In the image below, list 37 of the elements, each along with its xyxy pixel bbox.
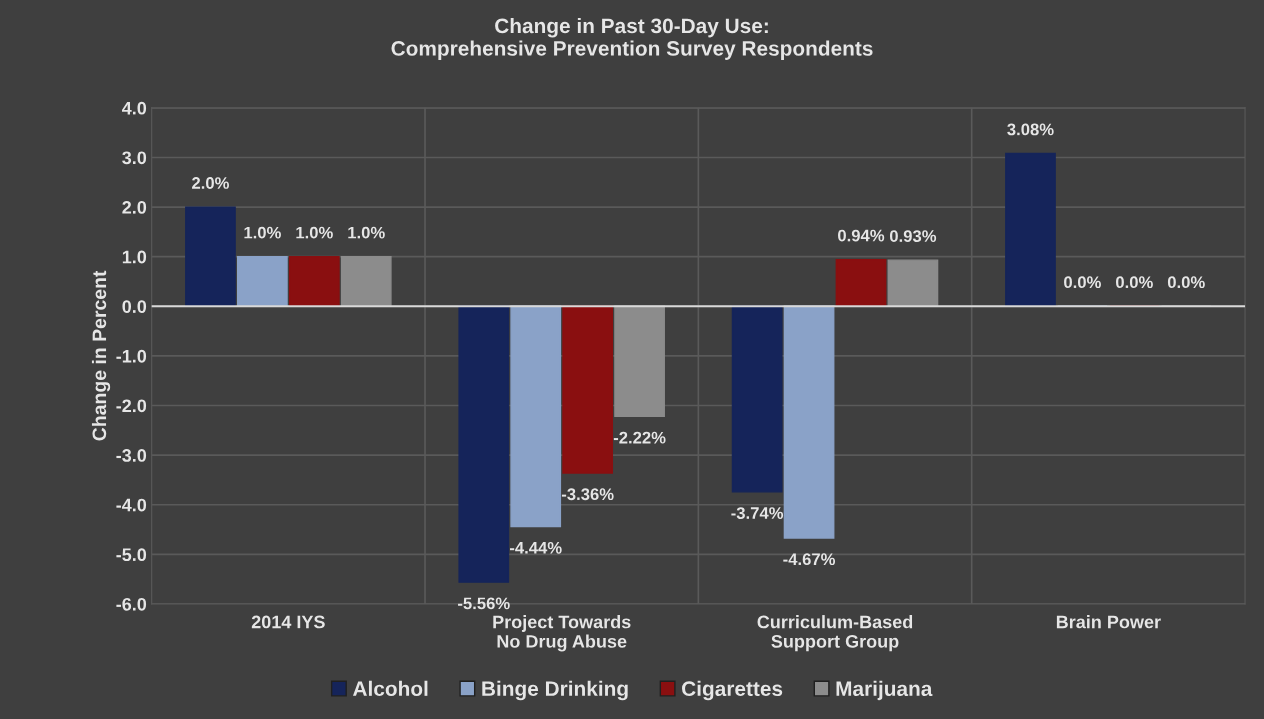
data-label: 3.08% [1007, 123, 1054, 136]
y-tick-label: -2.0 [116, 399, 147, 413]
y-tick-label: -1.0 [116, 349, 147, 363]
data-label: -5.56% [458, 597, 510, 610]
x-tick-label: Brain Power [1056, 615, 1161, 629]
data-label: 0.0% [1167, 276, 1205, 289]
y-tick-label: 0.0 [122, 300, 147, 314]
chart-title: Change in Past 30-Day Use: Comprehensive Prevention Survey Respondents [391, 17, 873, 60]
data-label: -3.74% [731, 507, 784, 519]
x-tick-label: Project Towards No Drug Abuse [493, 615, 631, 652]
x-tick-label: Curriculum-Based Support Group [757, 615, 913, 652]
y-tick-label: -3.0 [116, 449, 147, 462]
data-label: -3.36% [561, 488, 614, 501]
y-axis-title: Change in Percent [91, 270, 111, 441]
legend-label: Alcohol [352, 680, 428, 697]
y-tick-label: 4.0 [122, 101, 147, 115]
data-label: -4.67% [783, 553, 836, 566]
y-tick-label: -6.0 [116, 597, 147, 611]
y-tick-label: 1.0 [122, 250, 147, 264]
data-label: -4.44% [509, 541, 562, 554]
y-tick-label: 2.0 [122, 201, 147, 214]
data-label: 1.0% [296, 226, 333, 239]
data-label: -2.22% [613, 431, 666, 444]
legend-label: Cigarettes [682, 680, 783, 701]
y-tick-label: -4.0 [116, 498, 147, 512]
legend-label: Binge Drinking [482, 680, 628, 701]
y-tick-label: 3.0 [122, 151, 147, 165]
data-label: 1.0% [244, 226, 281, 239]
data-label: 0.94% [838, 229, 885, 242]
data-label: 0.93% [889, 230, 937, 242]
x-tick-label: 2014 IYS [251, 615, 325, 629]
y-tick-label: -5.0 [116, 548, 147, 562]
legend-label: Marijuana [836, 680, 933, 701]
data-label: 0.0% [1064, 276, 1101, 289]
data-label: 1.0% [348, 226, 385, 239]
data-label: 2.0% [192, 177, 229, 189]
data-label: 0.0% [1116, 276, 1153, 289]
